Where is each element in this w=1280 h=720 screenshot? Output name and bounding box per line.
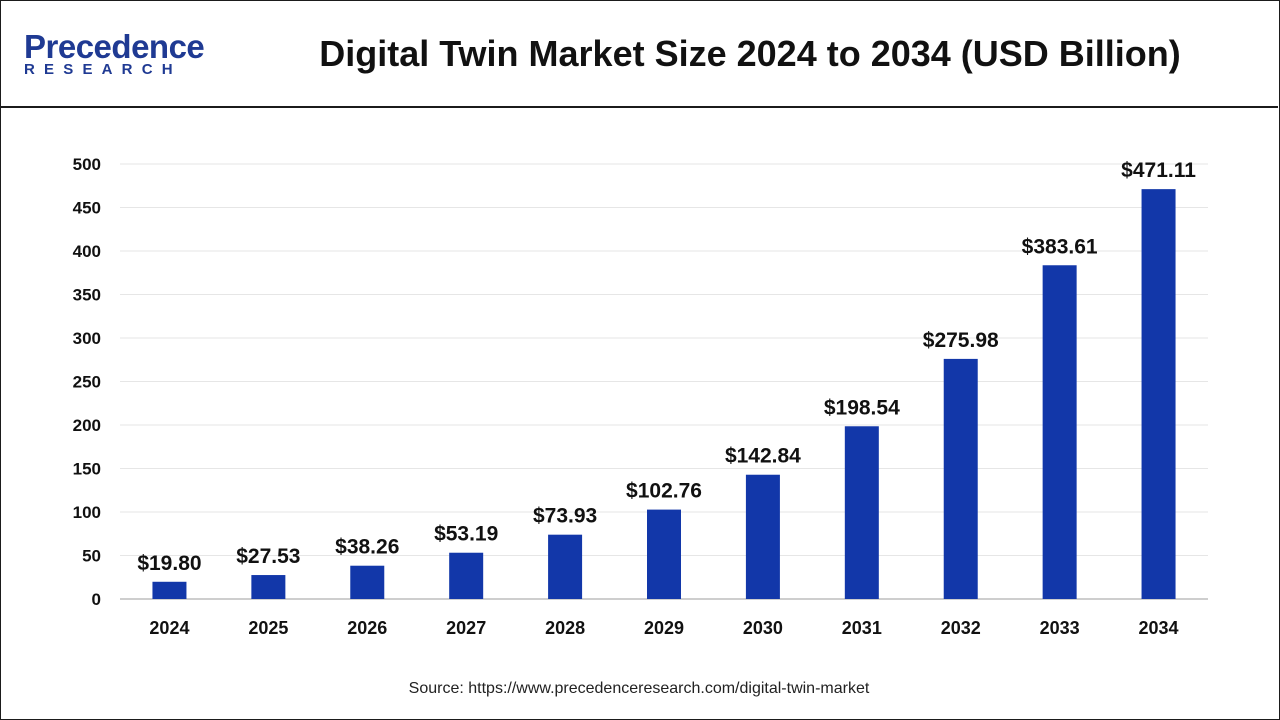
bar (152, 581, 187, 599)
x-tick-label: 2032 (941, 618, 981, 638)
header: Precedence RESEARCH Digital Twin Market … (0, 0, 1278, 108)
y-tick-label: 100 (73, 503, 101, 522)
bar (1042, 265, 1077, 599)
bar (350, 565, 385, 599)
data-label: $275.98 (923, 329, 999, 352)
logo-subtitle: RESEARCH (24, 61, 182, 78)
data-label: $383.61 (1022, 235, 1098, 258)
data-label: $27.53 (236, 545, 300, 568)
x-tick-label: 2025 (248, 618, 288, 638)
y-tick-label: 450 (73, 199, 101, 218)
y-tick-label: 200 (73, 416, 101, 435)
y-tick-label: 400 (73, 242, 101, 261)
x-tick-label: 2028 (545, 618, 585, 638)
bar (251, 575, 286, 599)
data-label: $471.11 (1121, 159, 1196, 182)
x-tick-label: 2034 (1139, 618, 1179, 638)
data-label: $38.26 (335, 536, 399, 559)
x-tick-label: 2031 (842, 618, 882, 638)
bar-chart: 0 50 100 150 200 250 300 350 400 450 500 $19.80 2024… (73, 155, 1208, 638)
bar (1141, 189, 1176, 599)
x-tick-label: 2024 (149, 618, 189, 638)
y-tick-label: 500 (73, 155, 101, 174)
y-tick-label: 300 (73, 329, 101, 348)
y-tick-label: 150 (73, 460, 101, 479)
bar (844, 426, 879, 599)
y-tick-label: 250 (73, 373, 101, 392)
logo-wordmark: Precedence (24, 28, 205, 65)
x-tick-label: 2033 (1040, 618, 1080, 638)
y-tick-label: 50 (82, 547, 101, 566)
data-label: $19.80 (137, 552, 201, 575)
bar (745, 474, 780, 599)
bar (548, 534, 583, 599)
source-note: Source: https://www.precedenceresearch.c… (408, 680, 870, 697)
data-label: $198.54 (824, 396, 900, 419)
bar (647, 509, 681, 599)
x-tick-label: 2030 (743, 618, 783, 638)
y-tick-label: 350 (73, 286, 101, 305)
x-tick-label: 2029 (644, 618, 684, 638)
x-tick-label: 2027 (446, 618, 486, 638)
y-tick-label: 0 (92, 590, 101, 609)
bar (943, 358, 978, 599)
data-label: $73.93 (533, 505, 597, 528)
brand-logo: Precedence RESEARCH (20, 22, 220, 82)
chart-title: Digital Twin Market Size 2024 to 2034 (U… (319, 33, 1181, 74)
data-label: $53.19 (434, 523, 498, 546)
bar (449, 552, 484, 599)
data-label: $102.76 (626, 480, 702, 503)
data-label: $142.84 (725, 445, 801, 468)
x-tick-label: 2026 (347, 618, 387, 638)
